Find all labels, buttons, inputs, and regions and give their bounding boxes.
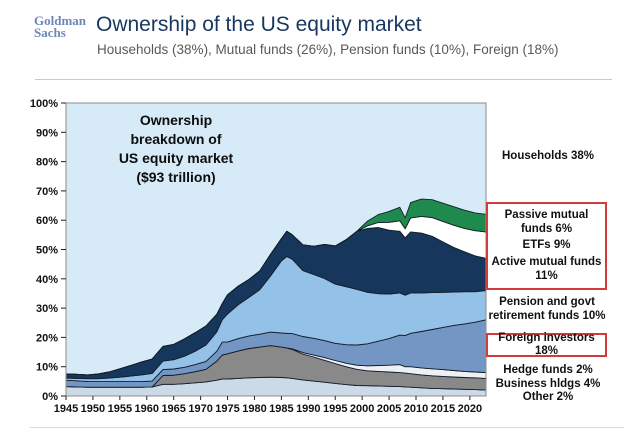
x-tick-label: 1970 (188, 403, 212, 415)
annotation-line-1: Ownership (139, 112, 213, 128)
label-active-mutual-funds: Active mutual funds 11% (491, 256, 602, 282)
x-tick-label: 2020 (458, 403, 482, 415)
x-tick-label: 1950 (81, 403, 105, 415)
header-divider (35, 79, 612, 80)
label-other: Other 2% (522, 391, 574, 403)
y-tick-label: 60% (36, 215, 58, 227)
label-foreign-investors: Foreign investors 18% (498, 331, 595, 358)
label-business-holdings: Business hldgs 4% (495, 377, 601, 390)
x-tick-label: 1995 (323, 403, 347, 415)
x-tick-label: 2000 (350, 403, 374, 415)
x-tick-label: 1960 (135, 403, 159, 415)
x-tick-label: 1980 (242, 403, 266, 415)
label-hedge-funds: Hedge funds 2% (503, 364, 593, 376)
x-tick-label: 1955 (108, 403, 132, 415)
footer-divider (30, 427, 624, 428)
label-pension-funds: Pension and govt retirement funds 10% (488, 296, 606, 322)
label-etfs: ETFs 9% (522, 239, 571, 252)
y-tick-label: 70% (36, 186, 58, 198)
logo-line-1: Goldman (34, 13, 87, 28)
annotation-line-3: US equity market (118, 150, 234, 166)
annotation-line-4: ($93 trillion) (136, 169, 216, 185)
y-tick-label: 50% (36, 245, 58, 257)
x-tick-label: 1945 (54, 403, 78, 415)
x-tick-label: 2005 (377, 403, 401, 415)
x-tick-label: 1975 (215, 403, 239, 415)
y-tick-label: 90% (36, 127, 58, 139)
x-tick-label: 2010 (404, 403, 428, 415)
mutual-funds-callout-box: Passive mutual funds 6% ETFs 9% Active m… (486, 202, 607, 290)
y-tick-label: 40% (36, 274, 58, 286)
y-tick-label: 30% (36, 303, 58, 315)
y-tick-label: 0% (42, 391, 58, 403)
page-subtitle: Households (38%), Mutual funds (26%), Pe… (97, 42, 559, 57)
y-tick-label: 20% (36, 332, 58, 344)
x-tick-label: 1990 (296, 403, 320, 415)
y-tick-label: 100% (30, 98, 58, 110)
logo-line-2: Sachs (34, 25, 66, 40)
x-tick-label: 2015 (431, 403, 455, 415)
page-title: Ownership of the US equity market (96, 13, 422, 36)
y-tick-label: 10% (36, 362, 58, 374)
label-households: Households 38% (501, 150, 595, 162)
chart-annotation: Ownership breakdown of US equity market … (100, 111, 252, 187)
x-tick-label: 1985 (269, 403, 293, 415)
foreign-investors-callout-box: Foreign investors 18% (486, 331, 607, 358)
y-tick-label: 80% (36, 157, 58, 169)
bottom-labels-group: Hedge funds 2% Business hldgs 4% Other 2… (486, 364, 610, 405)
label-passive-mutual-funds: Passive mutual funds 6% (504, 209, 589, 235)
x-tick-label: 1965 (161, 403, 185, 415)
goldman-sachs-logo: Goldman Sachs (34, 13, 87, 40)
annotation-line-2: breakdown of (130, 131, 222, 147)
